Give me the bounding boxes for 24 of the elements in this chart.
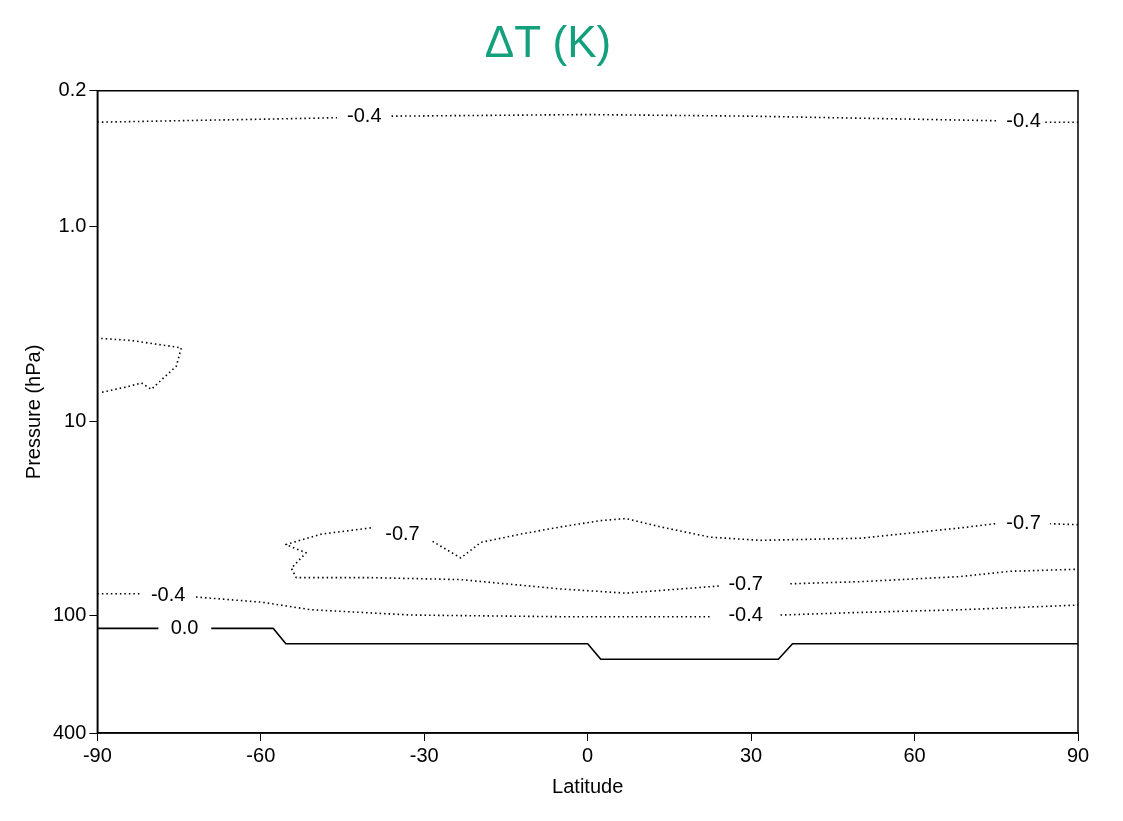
x-tick-label: 0 bbox=[582, 743, 594, 766]
y-tick-label: 0.2 bbox=[58, 78, 87, 101]
y-tick-label: 400 bbox=[52, 720, 87, 743]
x-tick-label: 90 bbox=[1066, 743, 1090, 766]
x-axis-title: Latitude bbox=[552, 774, 624, 797]
text: -0.7 bbox=[385, 521, 420, 544]
series-label: -0.7 bbox=[728, 572, 763, 595]
text: -0.4 bbox=[728, 603, 763, 626]
chart-title: ΔT (K) bbox=[484, 16, 612, 66]
x-tick-label: -90 bbox=[82, 743, 112, 766]
y-tick-label: 1.0 bbox=[58, 214, 87, 237]
y-axis-title: Pressure (hPa) bbox=[21, 344, 44, 480]
text: -0.4 bbox=[347, 104, 382, 127]
x-tick-label: -60 bbox=[246, 743, 276, 766]
text: -0.7 bbox=[1006, 511, 1041, 534]
line-series bbox=[100, 337, 183, 394]
x-tick-label: 30 bbox=[740, 743, 763, 766]
series-label: -0.4 bbox=[150, 582, 186, 605]
y-tick-label: 100 bbox=[52, 603, 87, 626]
x-tick-label: -30 bbox=[409, 743, 439, 766]
series-label: 0.0 bbox=[170, 615, 199, 638]
series-label: -0.4 bbox=[1006, 108, 1041, 131]
x-tick-label: 60 bbox=[903, 743, 926, 766]
y-tick-label: 10 bbox=[64, 408, 87, 431]
